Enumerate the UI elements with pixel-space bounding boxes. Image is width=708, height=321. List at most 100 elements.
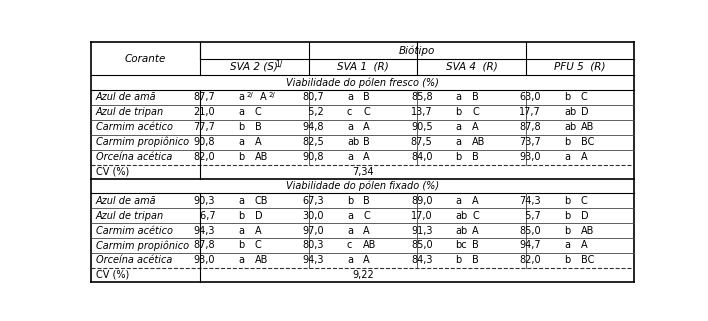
Text: 84,0: 84,0: [411, 152, 433, 162]
Text: 94,7: 94,7: [520, 240, 541, 250]
Text: SVA 4  (R): SVA 4 (R): [445, 62, 497, 72]
Text: b: b: [564, 226, 571, 236]
Text: D: D: [581, 211, 588, 221]
Text: 84,3: 84,3: [411, 256, 433, 265]
Text: 90,3: 90,3: [194, 195, 215, 205]
Text: 74,3: 74,3: [520, 195, 541, 205]
Text: C: C: [472, 211, 479, 221]
Text: PFU 5  (R): PFU 5 (R): [554, 62, 606, 72]
Text: 91,3: 91,3: [411, 226, 433, 236]
Text: a: a: [239, 107, 244, 117]
Text: a: a: [347, 226, 353, 236]
Text: Carmim acético: Carmim acético: [96, 226, 173, 236]
Text: AB: AB: [581, 122, 594, 132]
Text: B: B: [472, 256, 479, 265]
Text: 87,8: 87,8: [520, 122, 541, 132]
Text: b: b: [455, 107, 462, 117]
Text: a: a: [347, 92, 353, 102]
Text: a: a: [564, 240, 570, 250]
Text: 2/: 2/: [246, 92, 253, 98]
Text: a: a: [455, 195, 462, 205]
Text: Biótipo: Biótipo: [399, 45, 435, 56]
Text: D: D: [255, 211, 263, 221]
Text: 5,2: 5,2: [305, 107, 324, 117]
Text: 80,3: 80,3: [302, 240, 324, 250]
Text: 21,0: 21,0: [193, 107, 215, 117]
Text: a: a: [239, 256, 244, 265]
Text: 90,5: 90,5: [411, 122, 433, 132]
Text: B: B: [363, 137, 370, 147]
Text: 97,0: 97,0: [302, 226, 324, 236]
Text: 2/: 2/: [268, 92, 275, 98]
Text: 5,7: 5,7: [523, 211, 541, 221]
Text: 30,0: 30,0: [302, 211, 324, 221]
Text: ab: ab: [564, 122, 576, 132]
Text: 85,0: 85,0: [411, 240, 433, 250]
Text: c: c: [347, 107, 353, 117]
Text: Corante: Corante: [125, 54, 166, 64]
Text: 63,0: 63,0: [520, 92, 541, 102]
Text: b: b: [347, 195, 353, 205]
Text: A: A: [472, 122, 479, 132]
Text: B: B: [472, 240, 479, 250]
Text: b: b: [239, 122, 244, 132]
Text: ab: ab: [564, 107, 576, 117]
Text: A: A: [581, 240, 588, 250]
Text: b: b: [564, 211, 571, 221]
Text: 94,8: 94,8: [302, 122, 324, 132]
Text: 94,3: 94,3: [302, 256, 324, 265]
Text: BC: BC: [581, 256, 594, 265]
Text: C: C: [255, 240, 261, 250]
Text: 13,7: 13,7: [411, 107, 433, 117]
Text: 93,0: 93,0: [520, 152, 541, 162]
Text: A: A: [255, 137, 261, 147]
Text: 87,5: 87,5: [411, 137, 433, 147]
Text: A: A: [472, 226, 479, 236]
Text: 82,5: 82,5: [302, 137, 324, 147]
Text: 17,0: 17,0: [411, 211, 433, 221]
Text: 87,8: 87,8: [193, 240, 215, 250]
Text: b: b: [564, 195, 571, 205]
Text: 93,0: 93,0: [194, 256, 215, 265]
Text: 90,8: 90,8: [194, 137, 215, 147]
Text: A: A: [255, 226, 261, 236]
Text: D: D: [581, 107, 588, 117]
Text: b: b: [239, 211, 244, 221]
Text: b: b: [564, 137, 571, 147]
Text: C: C: [581, 195, 588, 205]
Text: 9,22: 9,22: [352, 270, 374, 280]
Text: 90,8: 90,8: [302, 152, 324, 162]
Text: a: a: [347, 122, 353, 132]
Text: A: A: [472, 195, 479, 205]
Text: C: C: [472, 107, 479, 117]
Text: 82,0: 82,0: [520, 256, 541, 265]
Text: 77,7: 77,7: [193, 122, 215, 132]
Text: 89,0: 89,0: [411, 195, 433, 205]
Text: Azul de tripan: Azul de tripan: [96, 211, 164, 221]
Text: Carmim propiônico: Carmim propiônico: [96, 240, 189, 251]
Text: a: a: [347, 256, 353, 265]
Text: c: c: [347, 240, 353, 250]
Text: a: a: [239, 195, 244, 205]
Text: SVA 1  (R): SVA 1 (R): [337, 62, 389, 72]
Text: Viabilidade do pólen fresco (%): Viabilidade do pólen fresco (%): [287, 77, 439, 88]
Text: a: a: [239, 226, 244, 236]
Text: A: A: [363, 226, 370, 236]
Text: 85,0: 85,0: [520, 226, 541, 236]
Text: ab: ab: [455, 211, 468, 221]
Text: Carmim acético: Carmim acético: [96, 122, 173, 132]
Text: 17,7: 17,7: [520, 107, 541, 117]
Text: 82,0: 82,0: [193, 152, 215, 162]
Text: B: B: [363, 195, 370, 205]
Text: 85,8: 85,8: [411, 92, 433, 102]
Text: CV (%): CV (%): [96, 270, 129, 280]
Text: Orceína acética: Orceína acética: [96, 256, 172, 265]
Text: C: C: [255, 107, 261, 117]
Text: A: A: [363, 122, 370, 132]
Text: B: B: [363, 92, 370, 102]
Text: Carmim propiônico: Carmim propiônico: [96, 137, 189, 147]
Text: B: B: [472, 92, 479, 102]
Text: A: A: [363, 256, 370, 265]
Text: C: C: [363, 107, 370, 117]
Text: a: a: [347, 152, 353, 162]
